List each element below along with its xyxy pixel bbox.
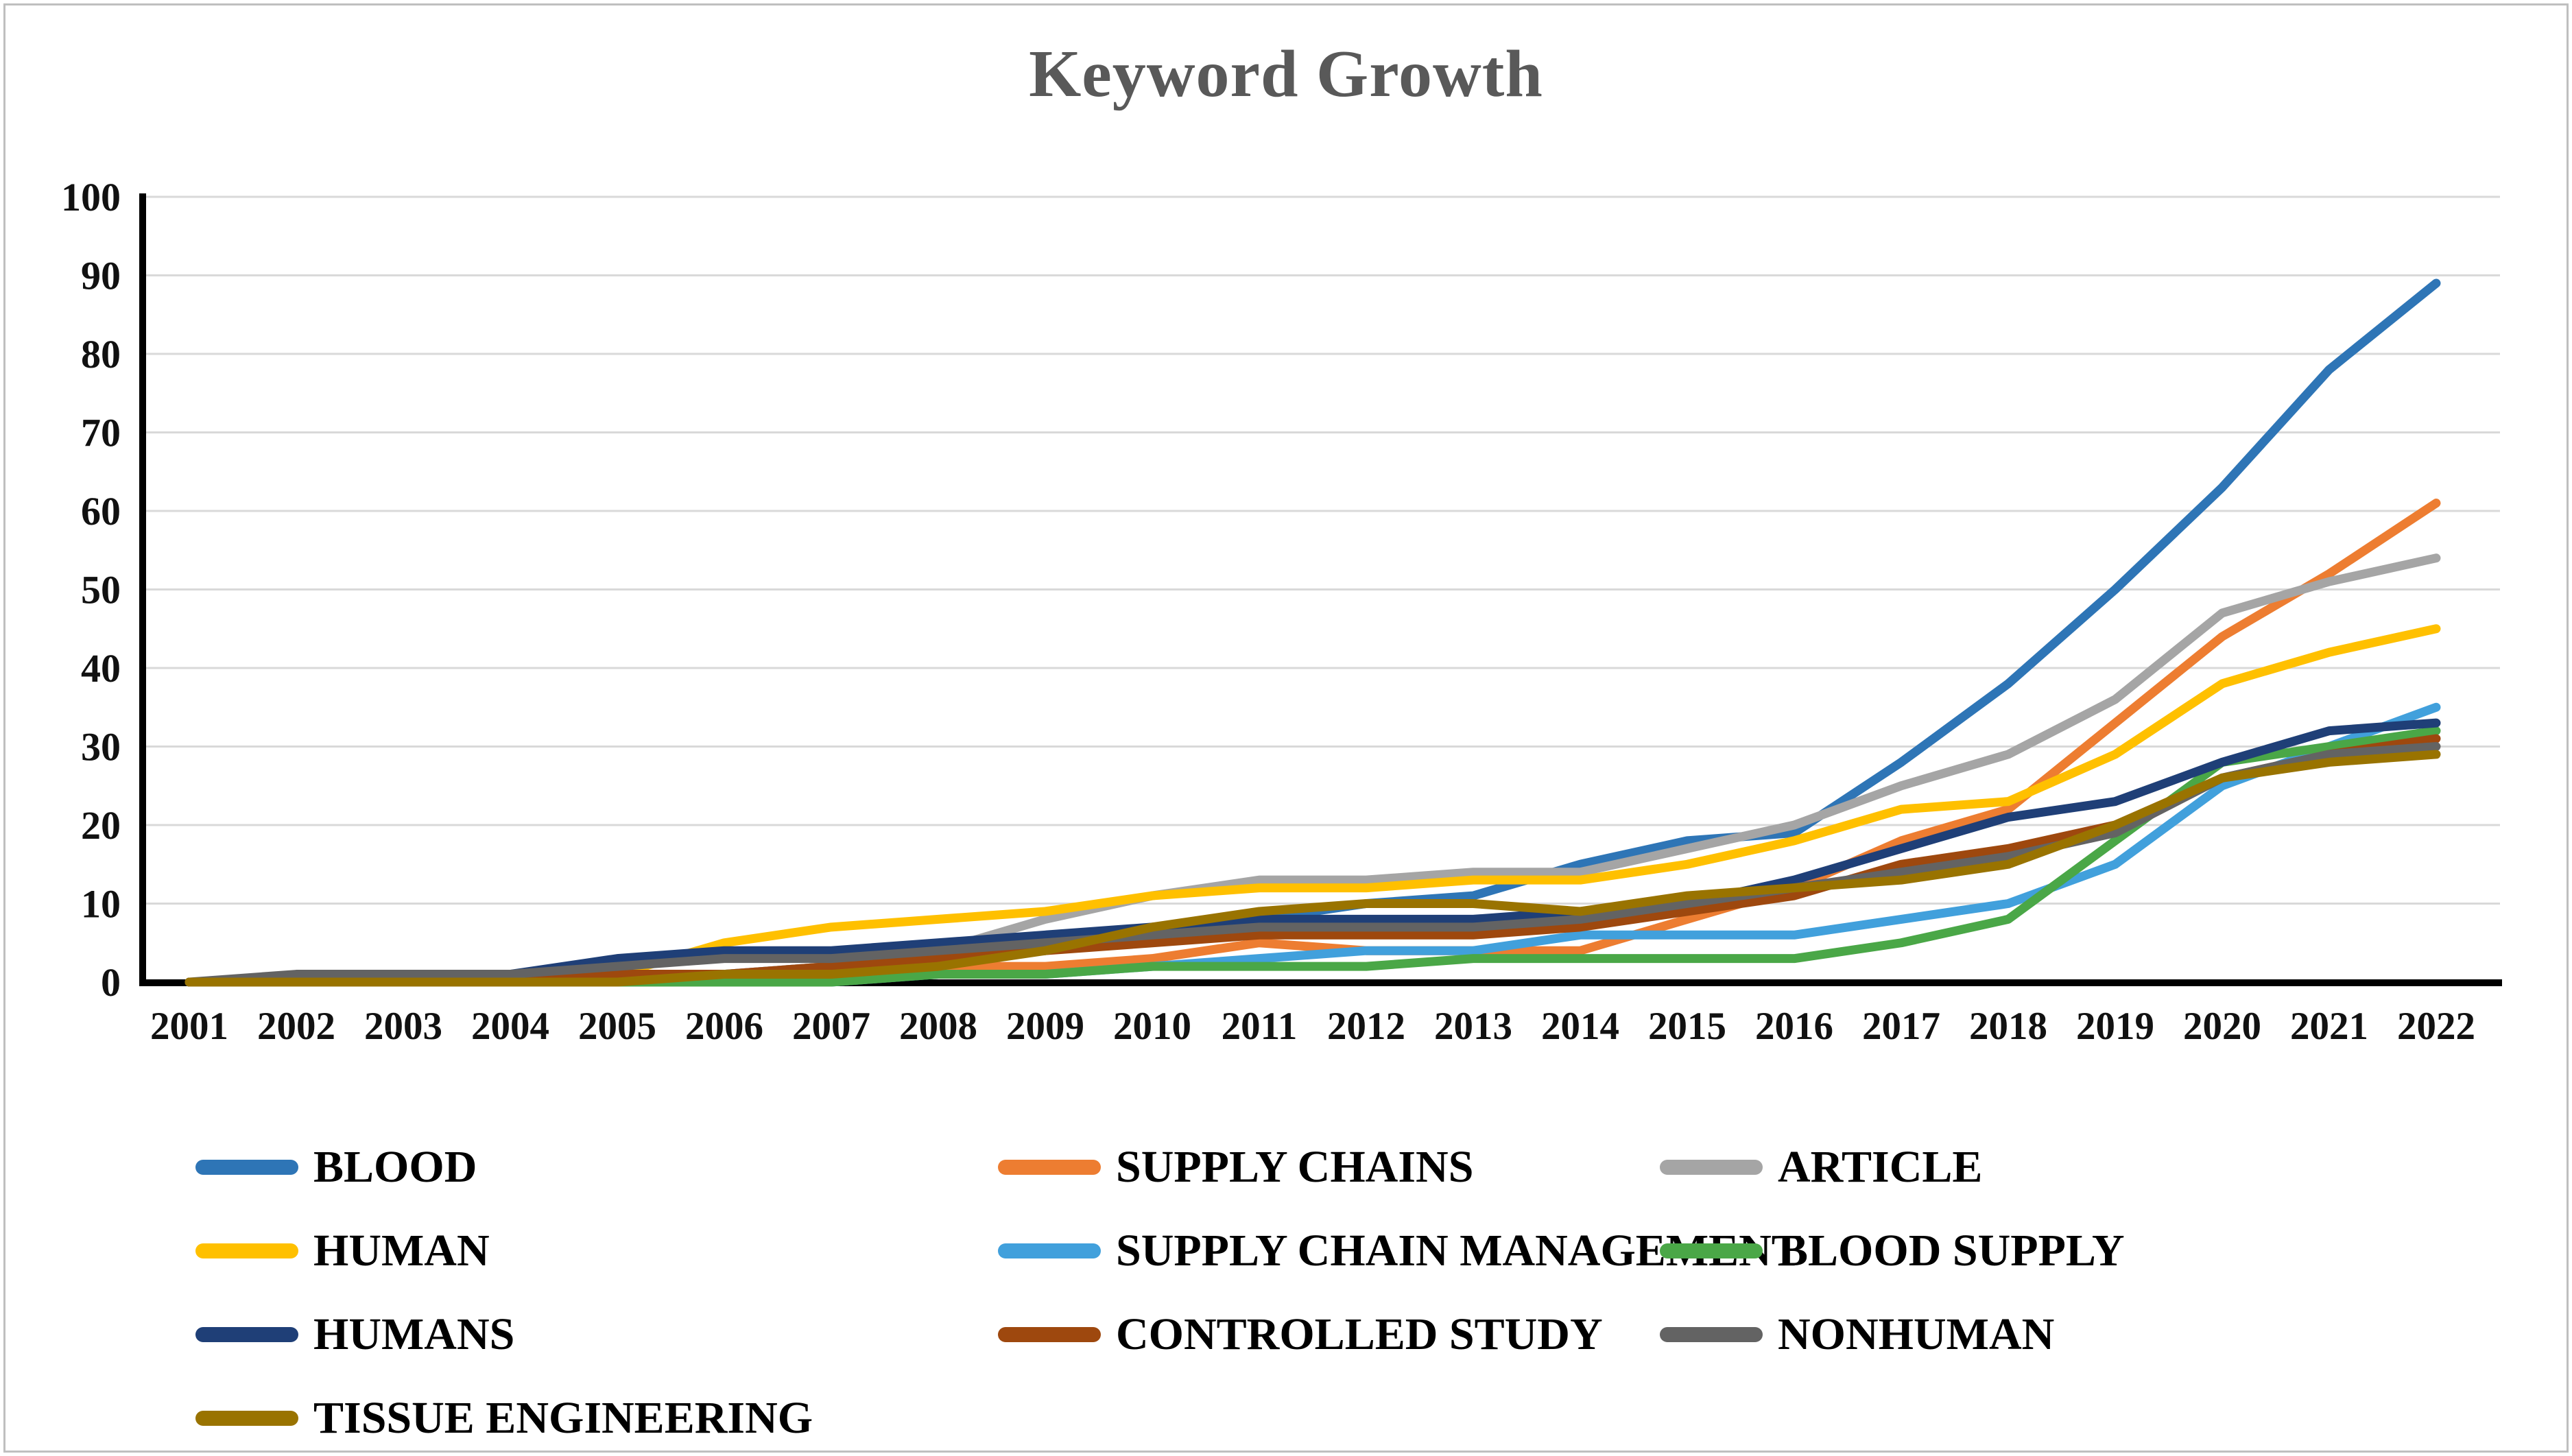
legend-item-article: ARTICLE [1660, 1136, 1982, 1199]
legend-label: HUMAN [313, 1226, 490, 1276]
x-axis-tick-label: 2002 [257, 1005, 335, 1048]
legend-swatch-controlled-study [998, 1327, 1101, 1342]
x-axis-tick-label: 2011 [1222, 1005, 1298, 1048]
y-axis-tick-label: 30 [81, 725, 121, 769]
legend-label: BLOOD SUPPLY [1778, 1226, 2125, 1276]
y-axis-tick-label: 0 [101, 960, 121, 1005]
legend-swatch-blood [195, 1160, 298, 1175]
y-axis-tick-label: 100 [61, 175, 121, 219]
x-axis-tick-label: 2022 [2397, 1005, 2475, 1048]
legend-label: TISSUE ENGINEERING [313, 1393, 813, 1443]
x-axis-tick-label: 2015 [1648, 1005, 1726, 1048]
y-axis-tick-label: 90 [81, 254, 121, 298]
x-axis-tick-label: 2017 [1862, 1005, 1940, 1048]
legend-label: CONTROLLED STUDY [1116, 1309, 1603, 1359]
legend-item-blood: BLOOD [195, 1136, 477, 1199]
legend-item-humans: HUMANS [195, 1303, 514, 1366]
legend-label: BLOOD [313, 1142, 477, 1192]
x-axis-tick-label: 2010 [1113, 1005, 1191, 1048]
x-axis-tick-label: 2007 [792, 1005, 870, 1048]
y-axis-tick-label: 50 [81, 568, 121, 612]
series-line-supply-chain-management [184, 702, 2441, 987]
y-axis-line [139, 193, 146, 986]
legend-item-nonhuman: NONHUMAN [1660, 1303, 2054, 1366]
legend-item-tissue-engineering: TISSUE ENGINEERING [195, 1387, 813, 1450]
legend-label: NONHUMAN [1778, 1309, 2055, 1359]
legend-item-controlled-study: CONTROLLED STUDY [998, 1303, 1603, 1366]
legend-item-blood-supply: BLOOD SUPPLY [1660, 1219, 2125, 1282]
x-axis-tick-label: 2009 [1006, 1005, 1084, 1048]
x-axis-tick-label: 2006 [685, 1005, 763, 1048]
legend-swatch-article [1660, 1160, 1763, 1175]
legend-swatch-human [195, 1243, 298, 1258]
x-axis-tick-label: 2020 [2183, 1005, 2261, 1048]
legend-label: SUPPLY CHAINS [1116, 1142, 1474, 1192]
legend-swatch-nonhuman [1660, 1327, 1763, 1342]
x-axis-tick-label: 2018 [1969, 1005, 2047, 1048]
x-axis-tick-label: 2012 [1327, 1005, 1405, 1048]
x-axis-tick-label: 2014 [1541, 1005, 1619, 1048]
legend-label: HUMANS [313, 1309, 515, 1359]
legend-item-human: HUMAN [195, 1219, 490, 1282]
x-axis-tick-label: 2021 [2290, 1005, 2368, 1048]
legend-label: ARTICLE [1778, 1142, 1983, 1192]
x-axis-tick-label: 2005 [578, 1005, 656, 1048]
y-axis-tick-label: 40 [81, 646, 121, 691]
chart-title: Keyword Growth [1029, 37, 1543, 111]
x-axis-tick-label: 2008 [899, 1005, 977, 1048]
legend-swatch-humans [195, 1327, 298, 1342]
legend-item-supply-chains: SUPPLY CHAINS [998, 1136, 1473, 1199]
y-axis-tick-label: 10 [81, 882, 121, 927]
series-line-tissue-engineering [184, 750, 2441, 987]
x-axis-tick-label: 2019 [2076, 1005, 2154, 1048]
y-axis-tick-label: 70 [81, 411, 121, 455]
x-axis-tick-label: 2003 [364, 1005, 442, 1048]
y-axis-tick-label: 80 [81, 332, 121, 377]
x-axis-tick-label: 2016 [1755, 1005, 1833, 1048]
legend-swatch-tissue-engineering [195, 1411, 298, 1426]
legend-swatch-supply-chain-management [998, 1243, 1101, 1258]
x-axis-tick-label: 2004 [471, 1005, 549, 1048]
x-axis-tick-label: 2001 [150, 1005, 228, 1048]
y-axis-tick-label: 60 [81, 489, 121, 534]
x-axis-line [139, 979, 2502, 986]
legend-swatch-supply-chains [998, 1160, 1101, 1175]
legend-swatch-blood-supply [1660, 1243, 1763, 1258]
x-axis-tick-label: 2013 [1434, 1005, 1512, 1048]
y-axis-tick-label: 20 [81, 803, 121, 848]
